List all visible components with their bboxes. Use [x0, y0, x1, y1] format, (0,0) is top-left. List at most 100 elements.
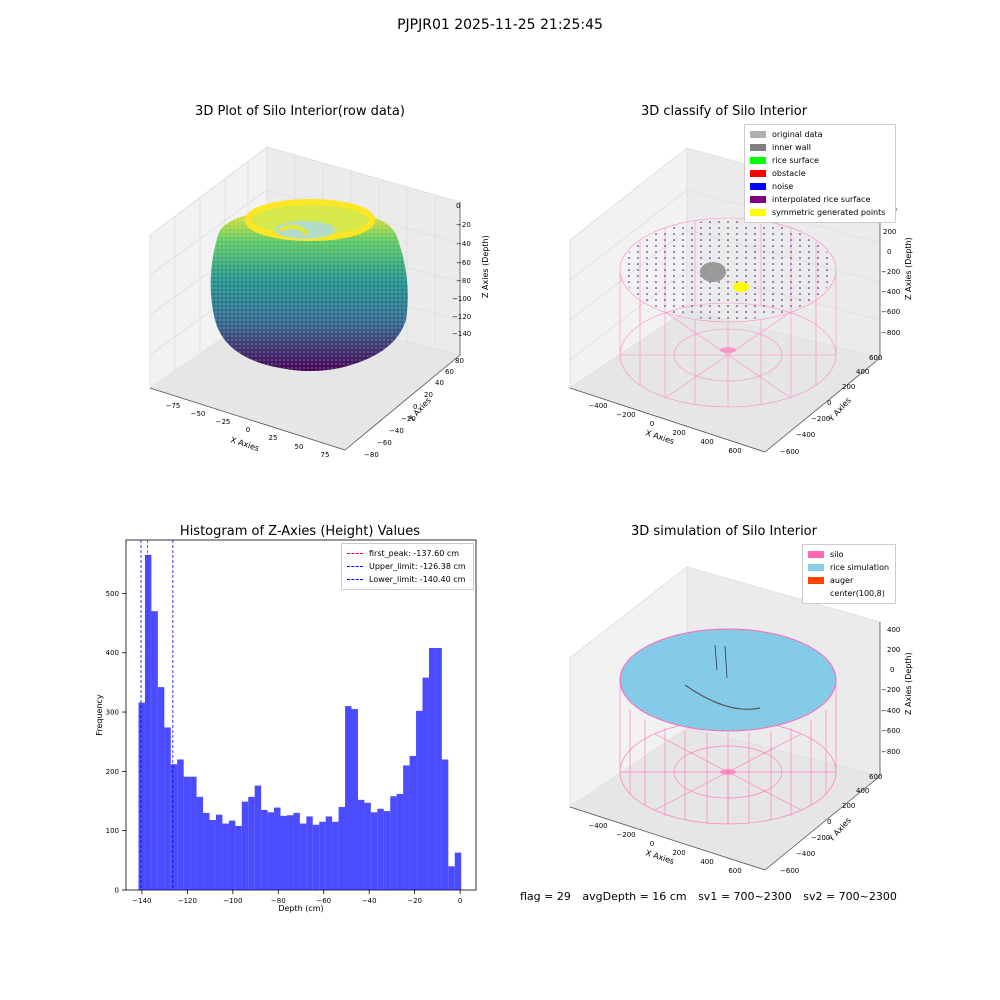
point-cloud-texture [210, 208, 408, 371]
y-tick-label: 0 [115, 887, 119, 895]
flag-text: flag = 29 [520, 890, 571, 903]
y-tick: −80 [364, 451, 379, 459]
symmetric-points-cluster [733, 282, 749, 292]
swatch-rice-simulation [808, 564, 824, 571]
histogram-bar [183, 776, 191, 890]
histogram-bar [190, 776, 197, 890]
y-tick: −400 [796, 431, 815, 439]
histogram-bar [325, 816, 333, 890]
x-tick-label: −20 [407, 897, 422, 905]
y-tick: −600 [780, 448, 799, 456]
histogram-bar [448, 866, 455, 890]
histogram-bar [196, 796, 204, 890]
z-tick: 0 [456, 202, 460, 210]
x-tick: 75 [321, 451, 330, 459]
legend-label: rice simulation [830, 563, 890, 572]
raw-plot-title: 3D Plot of Silo Interior(row data) [195, 104, 405, 119]
histogram-bar [248, 796, 255, 890]
y-tick: −200 [811, 415, 830, 423]
histogram-bar [364, 802, 371, 890]
histogram-bar [403, 765, 410, 890]
z-tick: −140 [452, 330, 471, 338]
z-tick: −800 [881, 329, 900, 337]
y-tick: −40 [389, 427, 404, 435]
histogram-bar [144, 554, 152, 890]
histogram-bar [383, 811, 391, 890]
z-tick: −200 [881, 268, 900, 276]
simulation-legend: silo rice simulation auger center(100,8) [802, 544, 896, 604]
histogram-bar [357, 799, 365, 890]
z-tick: −80 [456, 277, 471, 285]
z-tick: −400 [881, 288, 900, 296]
x-tick-label: 0 [458, 897, 462, 905]
x-tick: 50 [295, 443, 304, 451]
bars-group [138, 554, 462, 890]
histogram-bar [396, 793, 404, 890]
swatch-inner-wall [750, 144, 766, 151]
histogram-bar [351, 709, 358, 890]
x-tick: −25 [216, 418, 231, 426]
z-tick: −40 [456, 240, 471, 248]
x-tick: 400 [700, 858, 713, 866]
histogram-bar [441, 759, 449, 890]
histogram-title: Histogram of Z-Axies (Height) Values [179, 524, 421, 539]
legend-label: Upper_limit: -126.38 cm [369, 562, 466, 571]
x-tick: −50 [191, 410, 206, 418]
status-footer: flag = 29 avgDepth = 16 cm sv1 = 700~230… [520, 890, 905, 903]
y-tick-label: 100 [106, 827, 119, 835]
legend-label: inner wall [772, 143, 812, 152]
histogram-bar [138, 702, 145, 890]
histogram-bar [151, 611, 158, 890]
legend-item: auger [808, 574, 890, 587]
y-tick: 600 [869, 773, 882, 781]
histogram-bar [254, 785, 262, 890]
legend-item: inner wall [750, 141, 890, 154]
y-axis-line [764, 775, 881, 871]
x-axis-label: X Axies [644, 428, 675, 446]
z-tick: −200 [881, 686, 900, 694]
x-tick: 25 [269, 434, 278, 442]
silo-bottom-center [720, 347, 736, 353]
legend-label: Lower_limit: -140.40 cm [369, 575, 466, 584]
swatch-rice-surface [750, 157, 766, 164]
z-tick: −600 [881, 308, 900, 316]
auger-trace [684, 684, 761, 710]
z-tick: −20 [456, 221, 471, 229]
x-tick: −200 [616, 411, 635, 419]
x-axis-label: Depth (cm) [278, 904, 323, 913]
swatch-original-data [750, 131, 766, 138]
histogram-bar [157, 687, 165, 890]
y-ticks-group: 0 100 200 300 400 500 [106, 590, 126, 895]
histogram-bar [215, 814, 223, 890]
legend-label: auger [830, 576, 854, 585]
histogram-bar [228, 820, 236, 890]
z-tick: 0 [890, 666, 894, 674]
legend-item: symmetric generated points [750, 206, 890, 219]
x-axis-label: X Axies [229, 435, 260, 453]
legend-label: silo [830, 550, 844, 559]
silo-bottom-center [720, 769, 736, 775]
y-tick: 0 [827, 399, 831, 407]
z-axis-label: Z Axies (Depth) [904, 237, 913, 300]
z-tick: 200 [887, 646, 900, 654]
classify-plot-title: 3D classify of Silo Interior [640, 104, 808, 119]
y-tick: 40 [435, 379, 444, 387]
x-tick: −200 [616, 831, 635, 839]
legend-item: original data [750, 128, 890, 141]
line-upper-limit [347, 566, 363, 567]
vlines-group [140, 540, 174, 890]
z-axis-label: Z Axies (Depth) [904, 652, 913, 715]
y-tick: 200 [842, 802, 855, 810]
legend-item: interpolated rice surface [750, 193, 890, 206]
swatch-symmetric [750, 209, 766, 216]
histogram-bar [454, 852, 462, 890]
z-tick: −120 [452, 313, 471, 321]
line-lower-limit [347, 579, 363, 580]
x-tick: −400 [588, 822, 607, 830]
legend-item: noise [750, 180, 890, 193]
y-tick-label: 400 [106, 649, 119, 657]
histogram-bar [319, 821, 326, 890]
legend-label: original data [772, 130, 823, 139]
x-tick: 0 [650, 420, 654, 428]
center-marker [714, 644, 728, 679]
